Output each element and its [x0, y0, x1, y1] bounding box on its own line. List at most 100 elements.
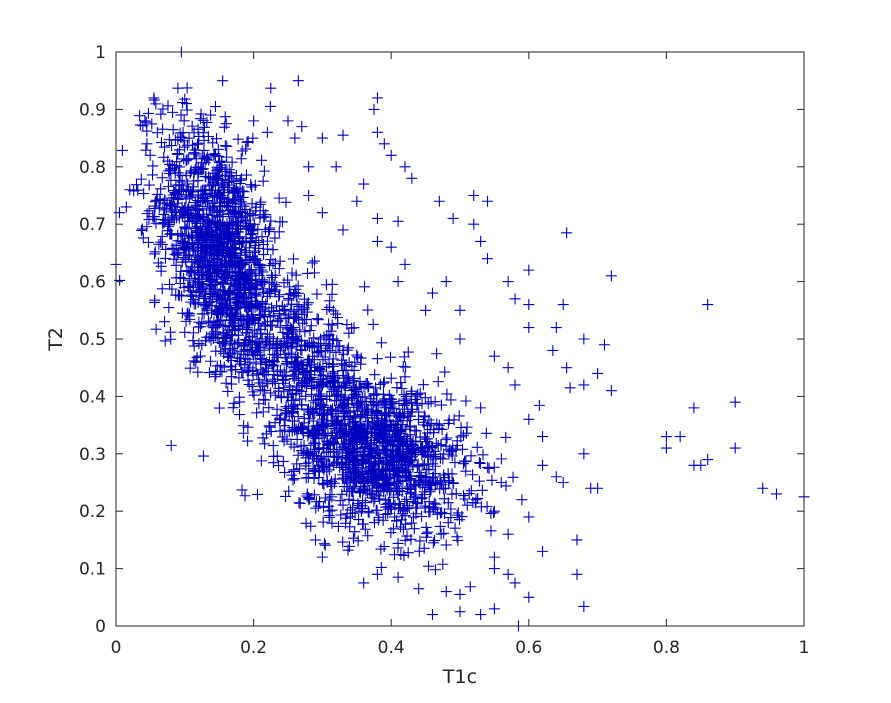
- data-point: [251, 407, 263, 419]
- data-point: [370, 382, 382, 394]
- data-point: [318, 501, 330, 513]
- data-point: [159, 252, 171, 264]
- data-point: [314, 407, 326, 419]
- data-point: [292, 75, 304, 87]
- data-point: [351, 436, 363, 448]
- data-point: [326, 288, 338, 300]
- data-point: [207, 333, 219, 345]
- data-point: [404, 410, 416, 422]
- data-point: [488, 551, 500, 563]
- data-point: [283, 380, 295, 392]
- data-point: [218, 121, 230, 133]
- data-point: [343, 327, 355, 339]
- data-point: [217, 181, 229, 193]
- data-point: [223, 176, 235, 188]
- data-point: [337, 224, 349, 236]
- data-point: [330, 395, 342, 407]
- data-point: [312, 500, 324, 512]
- data-point: [256, 297, 268, 309]
- data-point: [245, 338, 257, 350]
- data-point: [226, 217, 238, 229]
- data-point: [250, 358, 262, 370]
- data-point: [183, 153, 195, 165]
- data-point: [457, 443, 469, 455]
- data-point: [301, 381, 313, 393]
- data-point: [371, 235, 383, 247]
- data-point: [362, 304, 374, 316]
- data-point: [198, 293, 210, 305]
- data-point: [170, 272, 182, 284]
- data-point: [231, 216, 243, 228]
- data-point: [272, 314, 284, 326]
- data-point: [421, 463, 433, 475]
- data-point: [362, 530, 374, 542]
- data-point: [303, 494, 315, 506]
- data-point: [205, 355, 217, 367]
- data-point: [327, 340, 339, 352]
- data-point: [239, 490, 251, 502]
- data-point: [550, 471, 562, 483]
- data-point: [195, 284, 207, 296]
- data-point: [234, 352, 246, 364]
- data-point: [280, 357, 292, 369]
- data-point: [175, 131, 187, 143]
- data-point: [223, 205, 235, 217]
- data-point: [442, 417, 454, 429]
- data-point: [390, 446, 402, 458]
- data-point: [274, 216, 286, 228]
- data-point: [259, 394, 271, 406]
- data-point: [399, 161, 411, 173]
- data-point: [349, 471, 361, 483]
- data-point: [332, 450, 344, 462]
- y-axis-ticks: 0 0.1 0.2 0.3 0.4 0.5 0.6 0.7 0.8 0.9 1: [79, 43, 804, 637]
- data-point: [318, 464, 330, 476]
- data-point: [405, 435, 417, 447]
- data-point: [218, 277, 230, 289]
- data-point: [398, 389, 410, 401]
- data-point: [387, 448, 399, 460]
- data-point: [296, 308, 308, 320]
- data-point: [351, 453, 363, 465]
- data-point: [190, 222, 202, 234]
- data-point: [278, 385, 290, 397]
- data-point: [374, 447, 386, 459]
- data-point: [169, 134, 181, 146]
- data-point: [184, 362, 196, 374]
- data-point: [464, 581, 476, 593]
- data-point: [428, 504, 440, 516]
- data-point: [280, 309, 292, 321]
- data-point: [454, 333, 466, 345]
- data-point: [351, 425, 363, 437]
- data-point: [136, 223, 148, 235]
- data-point: [502, 528, 514, 540]
- data-point: [210, 172, 222, 184]
- data-point: [312, 346, 324, 358]
- data-point: [247, 209, 259, 221]
- data-point: [233, 391, 245, 403]
- data-point: [327, 358, 339, 370]
- data-point: [729, 442, 741, 454]
- data-point: [251, 289, 263, 301]
- data-point: [426, 287, 438, 299]
- data-point: [337, 399, 349, 411]
- data-point: [265, 215, 277, 227]
- y-tick-label: 0.5: [79, 330, 106, 350]
- data-point: [495, 453, 507, 465]
- data-point: [399, 471, 411, 483]
- data-point: [279, 424, 291, 436]
- data-point: [561, 227, 573, 239]
- data-point: [317, 400, 329, 412]
- data-point: [269, 232, 281, 244]
- data-point: [225, 371, 237, 383]
- data-point: [455, 422, 467, 434]
- data-point: [208, 234, 220, 246]
- data-point: [303, 161, 315, 173]
- data-point: [336, 429, 348, 441]
- data-point: [349, 507, 361, 519]
- data-point: [219, 140, 231, 152]
- data-point: [179, 238, 191, 250]
- y-tick-label: 0.2: [79, 502, 106, 522]
- data-point: [229, 313, 241, 325]
- data-point: [460, 427, 472, 439]
- data-point: [433, 422, 445, 434]
